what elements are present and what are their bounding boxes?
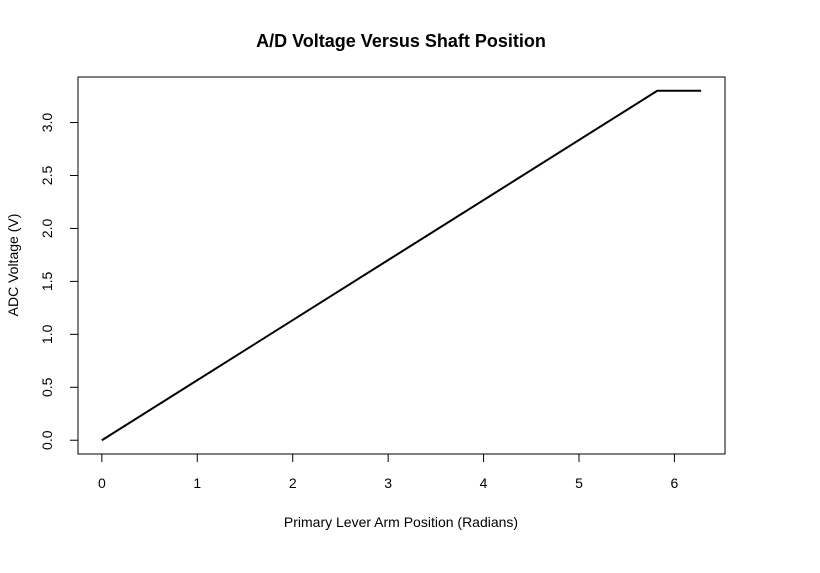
y-tick-label: 3.0 [39,113,55,133]
y-tick-label: 2.5 [39,166,55,186]
series-group [101,89,702,442]
series-line [101,89,702,442]
x-axis: 0 1 2 3 4 5 6 [98,453,679,491]
x-tick-label: 5 [575,475,583,491]
x-tick-label: 4 [480,475,488,491]
x-tick-label: 0 [98,475,106,491]
y-tick-label: 0.5 [39,377,55,397]
y-axis: 0.0 0.5 1.0 1.5 2.0 2.5 3.0 [39,113,79,450]
y-tick-label: 0.0 [39,430,55,450]
y-tick-label: 2.0 [39,218,55,238]
x-tick-label: 2 [289,475,297,491]
y-tick-label: 1.0 [39,324,55,344]
plot-area-border [77,76,726,455]
x-tick-label: 6 [671,475,679,491]
x-axis-label: Primary Lever Arm Position (Radians) [284,514,518,530]
chart-title: A/D Voltage Versus Shaft Position [256,31,546,51]
y-axis-label: ADC Voltage (V) [5,214,21,317]
x-tick-label: 1 [193,475,201,491]
y-tick-label: 1.5 [39,271,55,291]
x-tick-label: 3 [384,475,392,491]
